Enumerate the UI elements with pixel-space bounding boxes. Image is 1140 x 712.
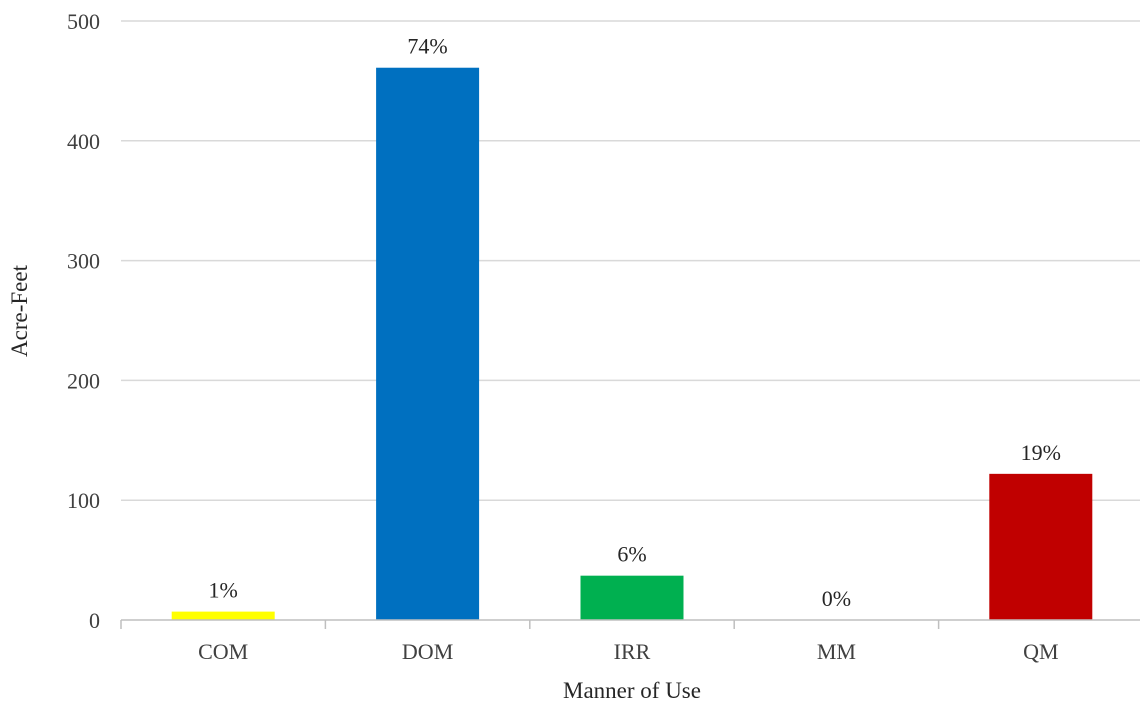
bar-qm [989,473,1093,620]
data-labels: 1% 74% 6% 0% 19% [209,34,1061,611]
bars [171,67,1093,621]
y-tick-label: 500 [67,9,100,34]
data-label-irr: 6% [617,542,646,567]
y-tick-label: 200 [67,368,100,393]
y-tick-label: 300 [67,249,100,274]
y-tick-label: 100 [67,488,100,513]
data-label-qm: 19% [1021,440,1061,465]
x-tick-label-irr: IRR [614,639,651,664]
x-tick-label-dom: DOM [402,639,453,664]
bar-dom [376,67,480,621]
x-tick-label-com: COM [198,639,248,664]
bar-com [171,611,275,620]
bar-irr [580,575,684,620]
gridlines [121,20,1140,501]
x-axis-title: Manner of Use [563,678,701,703]
y-axis-ticks: 0 100 200 300 400 500 [67,9,100,633]
x-tick-label-qm: QM [1023,639,1058,664]
x-tick-label-mm: MM [817,639,856,664]
data-label-dom: 74% [407,34,447,59]
y-tick-label: 400 [67,129,100,154]
data-label-mm: 0% [822,586,851,611]
y-axis-title: Acre-Feet [7,264,32,357]
data-label-com: 1% [209,578,238,603]
y-tick-label: 0 [89,608,100,633]
x-axis: COM DOM IRR MM QM [120,619,1140,664]
